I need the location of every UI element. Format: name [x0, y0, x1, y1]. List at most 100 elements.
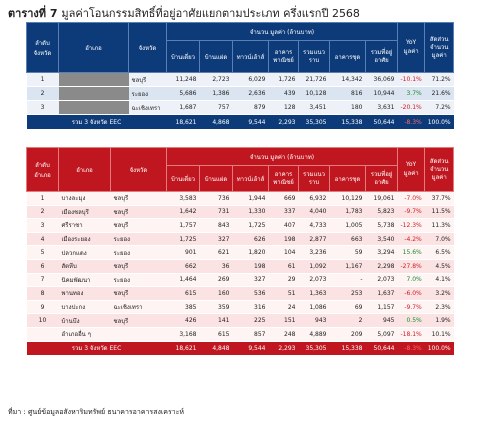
- detached-header: บ้านเดี่ยว: [166, 40, 200, 73]
- amphoe-header: อำเภอ: [58, 147, 111, 192]
- lowrise-total-header: รวมแนวราบ: [298, 165, 330, 192]
- semi-detached-cell: 327: [199, 232, 233, 247]
- semi-detached-cell: 269: [199, 273, 233, 288]
- condo-header: อาคารชุด: [329, 40, 366, 73]
- share-cell: 7.0%: [424, 232, 454, 247]
- amphoe-cell: บางละมุง: [58, 191, 111, 206]
- yoy-cell: -9.7%: [397, 205, 425, 220]
- amphoe-cell: สัตหีบ: [58, 259, 111, 274]
- yoy-cell: 7.0%: [397, 273, 425, 288]
- semi-detached-header: บ้านแฝด: [199, 40, 233, 73]
- yoy-cell: -20.1%: [397, 100, 425, 115]
- detached-cell: 11,248: [166, 72, 200, 87]
- commercial-cell: 248: [268, 327, 299, 342]
- table-row: 2 เมืองชลบุรี ชลบุรี 1,642 731 1,330 337 4,040 1…: [26, 205, 454, 220]
- yoy-header: YoY มูลค่า: [396, 147, 426, 192]
- detached-cell: 3,168: [166, 327, 200, 342]
- lowrise-total-cell: 10,128: [298, 86, 330, 101]
- table-row: 9 บางปะกง ฉะเชิงเทรา 385 359 316 24 1,086 69 1,15…: [26, 300, 454, 315]
- residential-total-cell: 3,294: [365, 245, 398, 260]
- commercial-cell: 151: [268, 313, 299, 328]
- rank-cell: 9: [26, 300, 59, 315]
- lowrise-total-cell: 21,726: [298, 72, 330, 87]
- townhouse-cell: 1,944: [232, 191, 269, 206]
- condo-cell: 1,167: [329, 259, 366, 274]
- lowrise-total-cell: 2,877: [298, 232, 330, 247]
- residential-total-cell: 2,073: [365, 273, 398, 288]
- commercial-cell: 51: [268, 286, 299, 301]
- amphoe-cell: พานทอง: [58, 286, 111, 301]
- townhouse-cell: 857: [232, 327, 269, 342]
- residential-total-cell: 5,823: [365, 205, 398, 220]
- residential-total-cell: 3,540: [365, 232, 398, 247]
- province-cell: ระยอง: [110, 273, 167, 288]
- townhouse-cell: 198: [232, 259, 269, 274]
- total-condo-cell: 15,338: [329, 341, 366, 355]
- condo-cell: 69: [329, 300, 366, 315]
- commercial-cell: 104: [268, 245, 299, 260]
- district-table: ลำดับ อำเภอ อำเภอ จังหวัด จำนวน มูลค่า (ล…: [26, 147, 455, 355]
- rank-cell: 6: [26, 259, 59, 274]
- province-cell: ฉะเชิงเทรา: [110, 300, 167, 315]
- condo-cell: -: [329, 273, 366, 288]
- yoy-cell: 15.6%: [397, 245, 425, 260]
- lowrise-total-cell: 1,092: [298, 259, 330, 274]
- province-cell: ชลบุรี: [110, 286, 167, 301]
- semi-detached-cell: 731: [199, 205, 233, 220]
- total-label: รวม 3 จังหวัด EEC: [26, 341, 167, 355]
- rank-cell: 3: [26, 218, 59, 233]
- condo-cell: 180: [329, 100, 366, 115]
- total-residential-total-cell: 50,644: [365, 114, 398, 129]
- commercial-cell: 337: [268, 205, 299, 220]
- table-row: 8 พานทอง ชลบุรี 615 160 536 51 1,363 253 1,637 -6.…: [26, 286, 454, 301]
- condo-cell: 1,005: [329, 218, 366, 233]
- rank-cell: 1: [26, 72, 59, 87]
- commercial-cell: 669: [268, 191, 299, 206]
- rank-cell: 4: [26, 232, 59, 247]
- rank-cell: 8: [26, 286, 59, 301]
- condo-cell: 14,342: [329, 72, 366, 87]
- province-cell: ชลบุรี: [110, 205, 167, 220]
- amphoe-cell: นิคมพัฒนา: [58, 273, 111, 288]
- table-row: 3 ศรีราชา ชลบุรี 1,757 843 1,725 407 4,733 1,005…: [26, 218, 454, 233]
- share-cell: 2.3%: [424, 300, 454, 315]
- semi-detached-cell: 160: [199, 286, 233, 301]
- rank-cell: 10: [26, 313, 59, 328]
- share-header: สัดส่วนจำนวนมูลค่า: [424, 22, 455, 73]
- detached-cell: 1,725: [166, 232, 200, 247]
- lowrise-total-cell: 943: [298, 313, 330, 328]
- semi-detached-cell: 736: [199, 191, 233, 206]
- yoy-cell: -10.1%: [397, 72, 425, 87]
- townhouse-cell: 1,330: [232, 205, 269, 220]
- province-cell: ชลบุรี: [128, 72, 167, 87]
- residential-total-cell: 5,738: [365, 218, 398, 233]
- total-detached-cell: 18,621: [166, 341, 200, 355]
- province-table: ลำดับ จังหวัด อำเภอ จังหวัด จำนวน มูลค่า …: [26, 22, 455, 129]
- amphoe-cell: เมืองชลบุรี: [58, 205, 111, 220]
- townhouse-cell: 2,636: [232, 86, 269, 101]
- share-header: สัดส่วนจำนวนมูลค่า: [424, 147, 455, 192]
- detached-cell: 901: [166, 245, 200, 260]
- province-cell: ระยอง: [128, 86, 167, 101]
- amphoe-cell: [58, 72, 129, 87]
- residential-total-cell: 19,061: [365, 191, 398, 206]
- value-group-header: จำนวน มูลค่า (ล้านบาท): [166, 22, 398, 41]
- table-row: อำเภออื่น ๆ 3,168 615 857 248 4,889 209 5,097 -1…: [26, 327, 454, 342]
- province-cell: ชลบุรี: [110, 259, 167, 274]
- yoy-cell: -9.7%: [397, 300, 425, 315]
- residential-total-cell: 1,157: [365, 300, 398, 315]
- condo-cell: 10,129: [329, 191, 366, 206]
- table-row: 10 บ้านบึง ชลบุรี 426 141 225 151 943 2 945 0.5% 1.…: [26, 313, 454, 328]
- townhouse-header: ทาวน์เฮ้าส์: [232, 165, 269, 192]
- detached-cell: 662: [166, 259, 200, 274]
- table-row: 3 ฉะเชิงเทรา 1,687 757 879 128 3,451 180 3,631 -2…: [26, 100, 454, 115]
- commercial-header: อาคารพาณิชย์: [268, 40, 299, 73]
- province-cell: ชลบุรี: [110, 218, 167, 233]
- total-share-cell: 100.0%: [424, 114, 454, 129]
- share-cell: 71.2%: [424, 72, 454, 87]
- total-share-cell: 100.0%: [424, 341, 454, 355]
- table-title: ตารางที่ 7 มูลค่าโอนกรรมสิทธิ์ที่อยู่อาศ…: [8, 4, 360, 22]
- townhouse-cell: 327: [232, 273, 269, 288]
- condo-cell: 1,783: [329, 205, 366, 220]
- province-header: จังหวัด: [128, 22, 167, 73]
